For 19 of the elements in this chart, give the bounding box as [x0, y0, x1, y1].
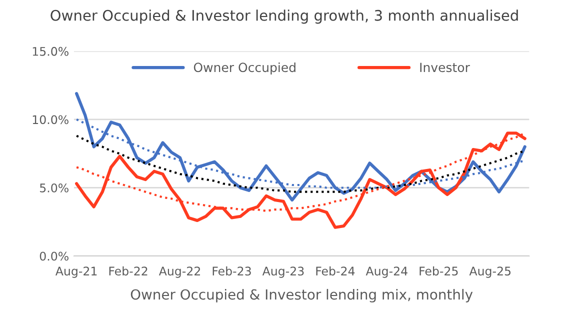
line-series [75, 132, 526, 229]
x-tick-label: Aug-21 [55, 266, 97, 278]
x-tick-label: Feb-25 [420, 266, 458, 276]
x-axis-title: Owner Occupied & Investor lending mix, monthly [130, 288, 473, 302]
x-tick-label: Aug-24 [366, 266, 408, 278]
x-tick-label: Feb-22 [109, 266, 148, 276]
legend-label: Owner Occupied [194, 62, 296, 75]
x-tick-label: Aug-23 [262, 266, 304, 278]
y-tick-label: 0.0% [40, 252, 68, 261]
y-tick-label: 15.0% [32, 46, 68, 56]
x-tick-label: Aug-22 [158, 266, 200, 278]
legend-label: Investor [420, 62, 470, 72]
line-series [75, 92, 526, 202]
y-tick-label: 10.0% [32, 115, 68, 124]
x-tick-label: Feb-24 [316, 266, 355, 276]
chart-title: Owner Occupied & Investor lending growth, 3 month annualised [50, 10, 518, 24]
x-tick-label: Feb-23 [212, 266, 251, 276]
y-tick-label: 5.0% [40, 183, 68, 192]
x-tick-label: Aug-25 [469, 266, 511, 278]
